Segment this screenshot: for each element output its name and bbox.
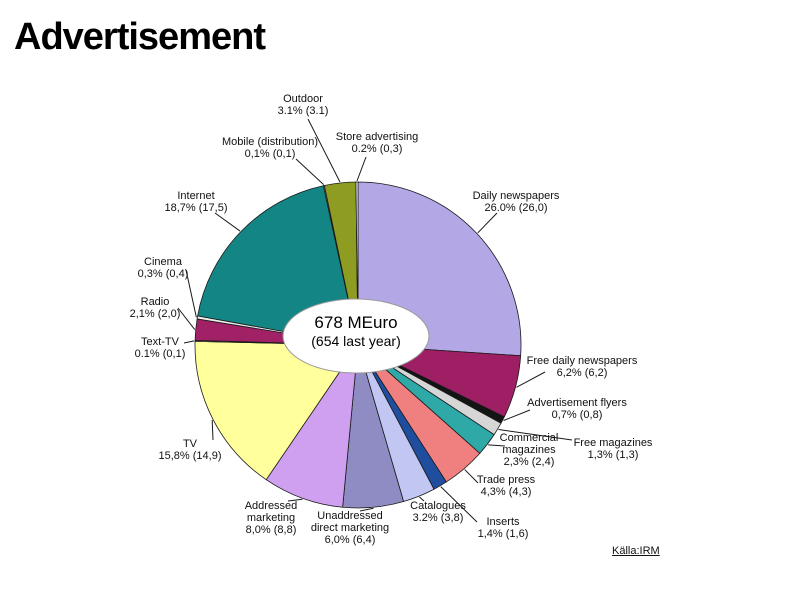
leader-line-advertisement-flyers bbox=[503, 409, 531, 421]
slice-label-daily-newspapers: Daily newspapers 26.0% (26,0) bbox=[472, 190, 560, 214]
slice-label-catalogues: Catalogues 3.2% (3,8) bbox=[410, 500, 466, 524]
leader-line-mobile-distribution bbox=[295, 158, 325, 185]
leader-line-unaddressed-direct-marketing bbox=[359, 507, 374, 512]
leader-line-addressed-marketing bbox=[287, 498, 303, 502]
slice-label-commercial-magazines: Commercial magazines 2,3% (2,4) bbox=[499, 432, 559, 468]
slide-title: Advertisement bbox=[14, 16, 266, 58]
source-credit: Källa:IRM bbox=[612, 545, 660, 557]
leader-line-internet bbox=[214, 212, 241, 232]
leader-line-free-magazines bbox=[498, 429, 573, 441]
slice-label-tv: TV 15,8% (14,9) bbox=[158, 438, 222, 462]
leader-line-store-advertising bbox=[356, 156, 367, 182]
leader-line-inserts bbox=[440, 486, 478, 523]
slice-label-inserts: Inserts 1,4% (1,6) bbox=[477, 516, 529, 540]
slice-label-internet: Internet 18,7% (17,5) bbox=[164, 190, 228, 214]
center-last-year-value: (654 last year) bbox=[311, 333, 401, 349]
slice-label-trade-press: Trade press 4,3% (4,3) bbox=[476, 474, 536, 498]
leader-line-outdoor bbox=[307, 118, 341, 183]
leader-line-text-tv bbox=[183, 340, 195, 344]
leader-line-tv bbox=[211, 420, 214, 441]
leader-lines bbox=[177, 118, 573, 523]
slice-label-free-magazines: Free magazines 1,3% (1,3) bbox=[573, 437, 653, 461]
slice-label-cinema: Cinema 0,3% (0,4) bbox=[137, 256, 189, 280]
slice-label-addressed-marketing: Addressed marketing 8,0% (8,8) bbox=[244, 500, 298, 536]
leader-line-commercial-magazines bbox=[488, 444, 506, 447]
leader-line-free-daily-newspapers bbox=[516, 371, 546, 388]
leader-line-catalogues bbox=[419, 496, 425, 502]
slice-label-radio: Radio 2,1% (2,0) bbox=[129, 296, 181, 320]
slice-label-store-advertising: Store advertising 0.2% (0,3) bbox=[335, 131, 419, 155]
center-total-value: 678 MEuro bbox=[314, 313, 398, 332]
pie-slice-tv bbox=[194, 341, 359, 481]
slice-label-advertisement-flyers: Advertisement flyers 0,7% (0,8) bbox=[527, 397, 627, 421]
leader-line-radio bbox=[177, 307, 196, 330]
slice-label-text-tv: Text-TV 0.1% (0,1) bbox=[134, 336, 186, 360]
center-ellipse bbox=[282, 298, 430, 374]
leader-line-cinema bbox=[185, 269, 197, 318]
center-total-label: 678 MEuro (654 last year) bbox=[311, 312, 400, 350]
slice-label-outdoor: Outdoor 3.1% (3.1) bbox=[277, 93, 329, 117]
slice-label-free-daily-newspapers: Free daily newspapers 6,2% (6,2) bbox=[526, 355, 638, 379]
leader-line-daily-newspapers bbox=[477, 212, 498, 234]
slice-label-unaddressed-direct-marketing: Unaddressed direct marketing 6,0% (6,4) bbox=[310, 510, 390, 546]
slice-label-mobile-distribution: Mobile (distribution) 0,1% (0,1) bbox=[222, 136, 318, 160]
leader-line-trade-press bbox=[464, 469, 479, 484]
